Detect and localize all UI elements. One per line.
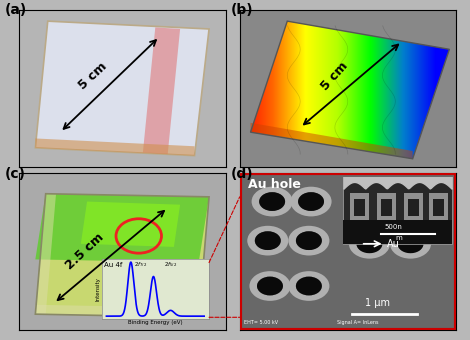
Circle shape bbox=[356, 234, 383, 253]
Text: Signal A= InLens: Signal A= InLens bbox=[337, 320, 378, 325]
Polygon shape bbox=[35, 21, 209, 156]
Polygon shape bbox=[81, 202, 180, 247]
Text: Au: Au bbox=[387, 239, 400, 249]
Text: 5 cm: 5 cm bbox=[77, 60, 110, 92]
Polygon shape bbox=[35, 305, 199, 317]
Polygon shape bbox=[143, 28, 180, 154]
Text: Au hole: Au hole bbox=[248, 178, 301, 191]
Circle shape bbox=[398, 234, 423, 253]
Text: (d): (d) bbox=[230, 167, 253, 181]
Circle shape bbox=[296, 277, 322, 295]
Text: 1 μm: 1 μm bbox=[365, 298, 390, 308]
Text: (c): (c) bbox=[5, 167, 26, 181]
Text: 5 cm: 5 cm bbox=[319, 59, 351, 93]
Polygon shape bbox=[251, 123, 413, 159]
Wedge shape bbox=[289, 271, 329, 301]
Polygon shape bbox=[35, 194, 56, 314]
Wedge shape bbox=[390, 229, 431, 259]
Text: (b): (b) bbox=[230, 3, 253, 17]
Circle shape bbox=[255, 231, 281, 250]
Polygon shape bbox=[35, 138, 195, 156]
Circle shape bbox=[259, 192, 285, 211]
Text: EHT= 5.00 kV: EHT= 5.00 kV bbox=[244, 320, 278, 325]
Wedge shape bbox=[251, 187, 293, 217]
Polygon shape bbox=[35, 194, 209, 262]
Polygon shape bbox=[35, 194, 209, 317]
Text: (a): (a) bbox=[5, 3, 27, 17]
Wedge shape bbox=[349, 229, 390, 259]
Circle shape bbox=[296, 231, 322, 250]
Circle shape bbox=[257, 277, 283, 295]
Text: 2.5 cm: 2.5 cm bbox=[63, 231, 107, 272]
Wedge shape bbox=[289, 226, 329, 256]
Wedge shape bbox=[247, 226, 289, 256]
Circle shape bbox=[298, 192, 324, 211]
Wedge shape bbox=[290, 187, 332, 217]
Wedge shape bbox=[250, 271, 290, 301]
